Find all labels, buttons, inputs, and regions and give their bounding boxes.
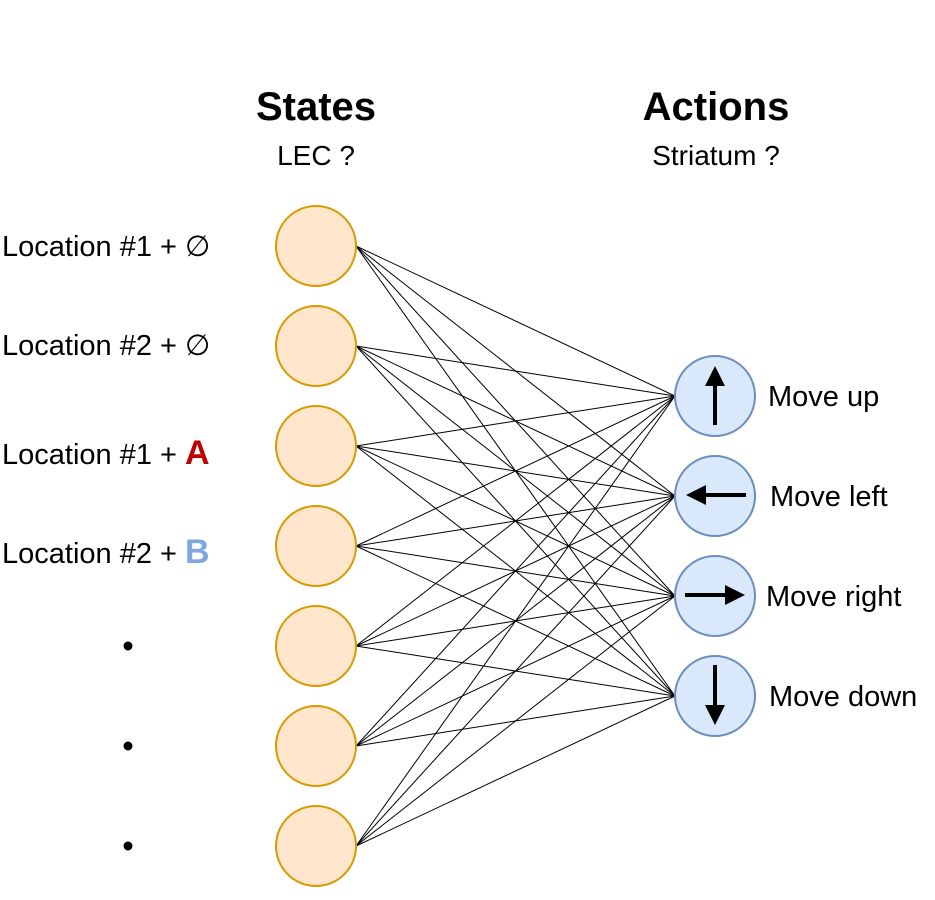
edge xyxy=(355,245,676,397)
edge xyxy=(355,495,676,847)
arrow-down-icon xyxy=(705,665,725,725)
arrow-right-icon xyxy=(685,585,745,605)
states-subtitle: LEC ? xyxy=(277,140,355,171)
actions-title: Actions xyxy=(643,85,790,129)
edge xyxy=(355,395,676,647)
state-node xyxy=(275,805,357,887)
arrow-left-icon xyxy=(686,485,746,505)
arrow-up-icon xyxy=(705,366,725,425)
edge xyxy=(355,395,676,847)
ellipsis-dot xyxy=(123,741,133,751)
edge xyxy=(355,395,676,447)
states-title: States xyxy=(256,85,376,129)
ellipsis-dot xyxy=(123,841,133,851)
state-nodes xyxy=(275,205,357,887)
action-label-down: Move down xyxy=(769,681,917,713)
marker-a: A xyxy=(185,434,210,472)
state-node xyxy=(275,205,357,287)
edge xyxy=(355,395,676,747)
state-node xyxy=(275,305,357,387)
state-node xyxy=(275,405,357,487)
edge xyxy=(355,395,676,547)
state-node xyxy=(275,605,357,687)
edge xyxy=(355,345,676,397)
action-label-left: Move left xyxy=(770,481,888,513)
empty-set-marker: ∅ xyxy=(185,330,210,362)
state-label-1: Location #1 + ∅ xyxy=(2,231,210,263)
action-label-right: Move right xyxy=(766,581,901,613)
actions-subtitle: Striatum ? xyxy=(652,140,780,171)
empty-set-marker: ∅ xyxy=(185,231,210,263)
ellipsis-dot xyxy=(123,641,133,651)
state-label-3: Location #1 + A xyxy=(2,434,210,472)
state-node xyxy=(275,705,357,787)
state-node xyxy=(275,505,357,587)
marker-b: B xyxy=(185,533,210,571)
state-label-4: Location #2 + B xyxy=(2,533,210,571)
connection-edges xyxy=(355,245,676,847)
edge xyxy=(355,695,676,847)
state-label-2: Location #2 + ∅ xyxy=(2,330,210,362)
edge xyxy=(355,595,676,847)
action-label-up: Move up xyxy=(768,381,879,413)
